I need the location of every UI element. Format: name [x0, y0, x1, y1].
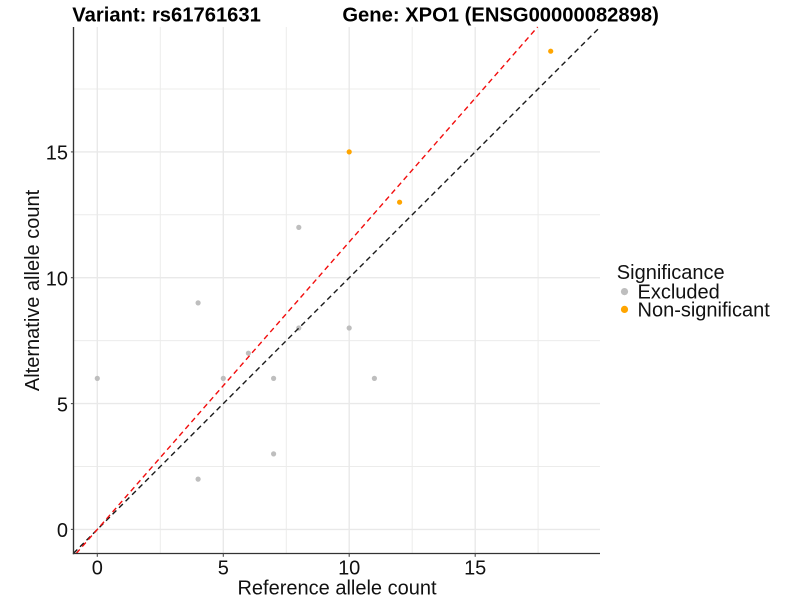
svg-text:10: 10: [338, 557, 360, 579]
svg-text:Gene: XPO1 (ENSG00000082898): Gene: XPO1 (ENSG00000082898): [342, 5, 658, 27]
svg-text:15: 15: [46, 143, 68, 165]
svg-text:5: 5: [57, 394, 68, 416]
svg-text:Reference allele count: Reference allele count: [237, 577, 436, 599]
svg-text:Non-significant: Non-significant: [638, 299, 771, 321]
svg-text:Significance: Significance: [617, 262, 725, 284]
svg-text:0: 0: [57, 520, 68, 542]
svg-text:Excluded: Excluded: [638, 282, 720, 304]
svg-text:Variant: rs61761631: Variant: rs61761631: [72, 5, 261, 27]
svg-text:10: 10: [46, 269, 68, 291]
svg-text:Alternative allele count: Alternative allele count: [22, 189, 44, 391]
svg-text:15: 15: [464, 557, 486, 579]
svg-text:0: 0: [92, 557, 103, 579]
svg-text:5: 5: [218, 557, 229, 579]
